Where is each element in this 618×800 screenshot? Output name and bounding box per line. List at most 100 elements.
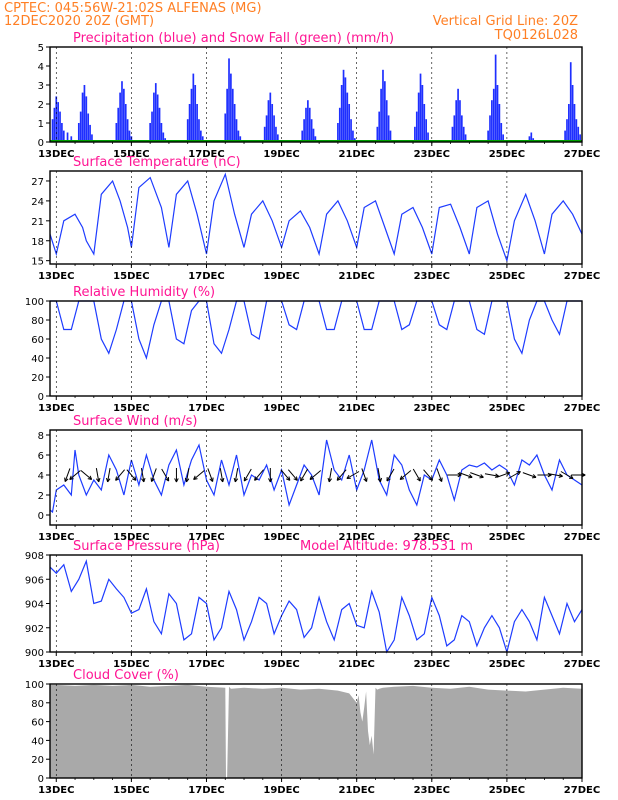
rh-ytick-label: 60 xyxy=(31,335,44,346)
pressure-ytick-label: 902 xyxy=(25,624,44,635)
precip-bar xyxy=(55,96,58,142)
temp-ytick-label: 15 xyxy=(31,257,44,268)
precip-bar xyxy=(85,96,88,142)
precip-bar xyxy=(376,126,379,142)
wind-arrow xyxy=(140,468,146,483)
rh-xtick-label: 15DEC xyxy=(113,403,149,414)
precip-bar xyxy=(305,107,307,142)
precip-bar xyxy=(350,119,352,142)
meteogram-panels: Precipitation (blue) and Snow Fall (gree… xyxy=(25,31,600,796)
precip-bar xyxy=(123,88,125,142)
precip-bar xyxy=(569,62,572,143)
wind-arrow-head xyxy=(516,471,521,476)
wind-line xyxy=(49,439,583,514)
precip-bar xyxy=(496,85,499,142)
precip-bar xyxy=(301,130,304,142)
wind-arrow-shaft xyxy=(484,473,499,477)
precip-bar xyxy=(528,136,531,142)
precip-ytick-label: 0 xyxy=(38,138,44,149)
cloud-xtick-label: 21DEC xyxy=(338,785,374,796)
precip-bar xyxy=(571,85,574,142)
wind-xtick-label: 13DEC xyxy=(38,532,74,543)
temp-xtick-label: 17DEC xyxy=(188,271,224,282)
pressure-line xyxy=(49,558,583,655)
pressure-xtick-label: 27DEC xyxy=(564,659,600,670)
precip-bar xyxy=(237,130,240,142)
rh-xtick-label: 13DEC xyxy=(38,403,74,414)
wind-arrow xyxy=(386,468,395,482)
wind-arrow xyxy=(412,468,421,482)
precip-bar xyxy=(66,132,69,142)
wind-arrow-head xyxy=(174,478,179,483)
wind-arrow-head xyxy=(309,475,315,480)
precip-bar xyxy=(83,85,86,142)
precip-bar xyxy=(312,128,315,142)
pressure-annotation: Model Altitude: 978.531 m xyxy=(300,539,473,554)
cloud-ytick-label: 100 xyxy=(25,680,44,691)
precip-bar xyxy=(62,130,65,142)
wind-arrow-shaft xyxy=(309,470,322,480)
precip-xtick-label: 13DEC xyxy=(38,149,74,160)
wind-frame xyxy=(49,429,583,526)
pressure-ytick-label: 906 xyxy=(25,575,44,586)
precip-bar xyxy=(51,119,54,142)
wind-xtick-label: 17DEC xyxy=(188,532,224,543)
cloud-xtick-label: 27DEC xyxy=(564,785,600,796)
pressure-panel: Surface Pressure (hPa) Model Altitude: 97… xyxy=(25,539,600,670)
wind-arrow-shaft xyxy=(219,468,224,482)
precip-bar xyxy=(158,107,161,142)
temp-plot-area xyxy=(50,171,582,264)
wind-arrow-head xyxy=(531,474,537,479)
wind-arrow-head xyxy=(569,474,574,479)
wind-xtick-label: 25DEC xyxy=(489,532,525,543)
precip-bar xyxy=(119,92,121,142)
wind-arrow xyxy=(336,469,347,481)
pressure-xtick-label: 13DEC xyxy=(38,659,74,670)
wind-arrow xyxy=(327,468,333,483)
temp-data xyxy=(49,172,583,264)
precip-bar xyxy=(451,126,454,142)
precip-title: Precipitation (blue) and Snow Fall (gree… xyxy=(73,31,394,46)
precip-bar xyxy=(577,126,580,142)
rh-plot-area xyxy=(50,301,582,396)
wind-arrow-shaft xyxy=(423,469,433,481)
wind-arrow-head xyxy=(285,476,291,481)
precip-bar xyxy=(188,104,191,142)
precip-bar xyxy=(130,136,133,142)
wind-arrow xyxy=(64,468,71,482)
pressure-ytick-label: 904 xyxy=(25,600,44,611)
rh-xtick-label: 21DEC xyxy=(338,403,374,414)
wind-arrow-shaft xyxy=(280,469,291,481)
wind-arrow-head xyxy=(399,475,405,480)
pressure-xtick-label: 17DEC xyxy=(188,659,224,670)
wind-arrow-shaft xyxy=(161,468,170,482)
wind-ytick-label: 8 xyxy=(38,431,44,442)
precip-ytick-label: 4 xyxy=(38,62,44,73)
temp-ytick-label: 24 xyxy=(31,197,44,208)
wind-arrow-shaft xyxy=(300,468,309,482)
wind-arrow-head xyxy=(293,476,298,481)
rh-frame xyxy=(49,300,583,397)
wind-arrow xyxy=(470,472,484,479)
precip-bar xyxy=(77,123,80,142)
rh-ytick-label: 40 xyxy=(31,354,44,365)
precip-ytick-label: 5 xyxy=(38,43,44,54)
precip-bar xyxy=(239,136,242,142)
precip-bar xyxy=(160,123,163,142)
wind-arrow-head xyxy=(336,476,342,481)
precip-bar xyxy=(378,111,381,142)
wind-ytick-label: 6 xyxy=(38,451,44,462)
wind-arrow-head xyxy=(377,477,383,483)
wind-arrow xyxy=(174,468,179,483)
precip-bar xyxy=(126,119,129,142)
precip-bar xyxy=(487,130,489,142)
wind-arrow-shaft xyxy=(361,468,368,482)
wind-arrow-shaft xyxy=(243,468,252,482)
cloud-data xyxy=(50,684,582,778)
precip-bar xyxy=(79,111,82,142)
precip-bar xyxy=(344,77,347,142)
wind-arrow xyxy=(309,470,322,480)
wind-arrow xyxy=(69,470,81,480)
precip-bar xyxy=(115,123,118,142)
